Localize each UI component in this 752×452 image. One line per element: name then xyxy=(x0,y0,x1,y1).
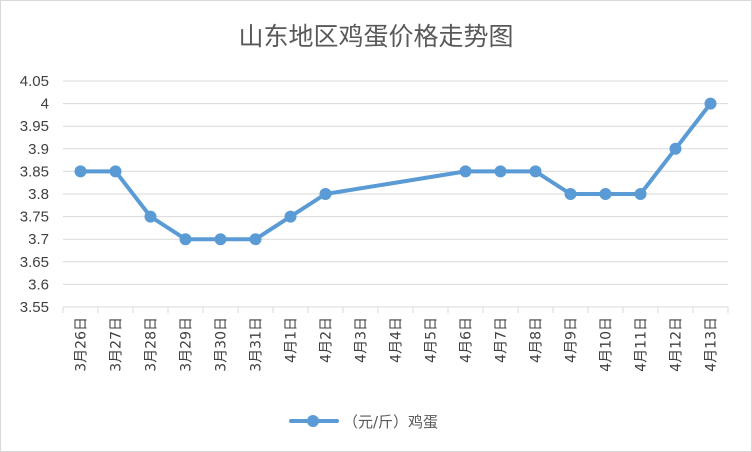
x-tick-label: 4月2日 xyxy=(319,317,335,363)
y-tick-label: 4 xyxy=(41,96,49,113)
data-point xyxy=(529,165,542,178)
data-point xyxy=(249,233,262,246)
legend-label: （元/斤）鸡蛋 xyxy=(343,413,438,431)
x-tick-label: 4月11日 xyxy=(634,317,650,372)
data-point xyxy=(459,165,472,178)
x-tick-label: 4月7日 xyxy=(494,317,510,363)
data-point xyxy=(669,142,682,155)
data-point xyxy=(109,165,122,178)
legend-marker xyxy=(307,415,319,427)
y-tick-label: 3.6 xyxy=(28,276,49,293)
x-tick-label: 4月13日 xyxy=(704,317,720,372)
x-tick-label: 4月12日 xyxy=(669,317,685,372)
data-point xyxy=(564,188,577,200)
y-tick-label: 3.65 xyxy=(20,254,49,271)
y-tick-label: 3.95 xyxy=(20,118,49,135)
x-tick-label: 3月31日 xyxy=(249,317,265,372)
x-tick-label: 3月28日 xyxy=(144,317,160,372)
x-tick-label: 3月29日 xyxy=(179,317,195,372)
data-point xyxy=(74,165,87,178)
y-tick-label: 3.9 xyxy=(28,141,49,158)
y-tick-label: 3.7 xyxy=(28,231,49,248)
x-tick-label: 3月30日 xyxy=(214,317,230,372)
data-point xyxy=(634,188,647,200)
x-tick-label: 4月4日 xyxy=(389,317,405,363)
gridlines xyxy=(63,80,728,308)
y-tick-label: 3.85 xyxy=(20,163,49,180)
data-point xyxy=(144,210,157,223)
data-point xyxy=(214,233,227,246)
x-tick-label: 4月6日 xyxy=(459,317,475,363)
data-point xyxy=(179,233,192,246)
data-point xyxy=(284,210,297,223)
x-tick-label: 3月27日 xyxy=(109,317,125,372)
y-axis-ticks: 4.05 4 3.95 3.9 3.85 3.8 3.75 3.7 3.65 3.6 3.55 xyxy=(20,73,49,316)
x-tick-label: 4月3日 xyxy=(354,317,370,363)
x-tick-label: 4月9日 xyxy=(564,317,580,363)
x-tick-label: 4月1日 xyxy=(284,317,300,363)
y-tick-label: 3.8 xyxy=(28,186,49,203)
x-tick-label: 4月10日 xyxy=(599,317,615,372)
series-group xyxy=(74,97,717,246)
y-tick-label: 3.55 xyxy=(20,299,49,316)
y-tick-label: 3.75 xyxy=(20,209,49,226)
y-tick-label: 4.05 xyxy=(20,73,49,90)
x-axis-ticks: 3月26日 3月27日 3月28日 3月29日 3月30日 3月31日 4月1日 4月2日 4月… xyxy=(62,307,729,372)
legend: （元/斤）鸡蛋 xyxy=(289,413,438,431)
data-point xyxy=(704,97,717,110)
data-point xyxy=(319,188,332,200)
x-tick-label: 4月5日 xyxy=(424,317,440,363)
data-point xyxy=(599,188,612,200)
x-tick-label: 3月26日 xyxy=(74,317,90,372)
data-point xyxy=(494,165,507,178)
chart-title: 山东地区鸡蛋价格走势图 xyxy=(238,22,513,51)
x-tick-label: 4月8日 xyxy=(529,317,545,363)
series-line xyxy=(78,101,713,242)
